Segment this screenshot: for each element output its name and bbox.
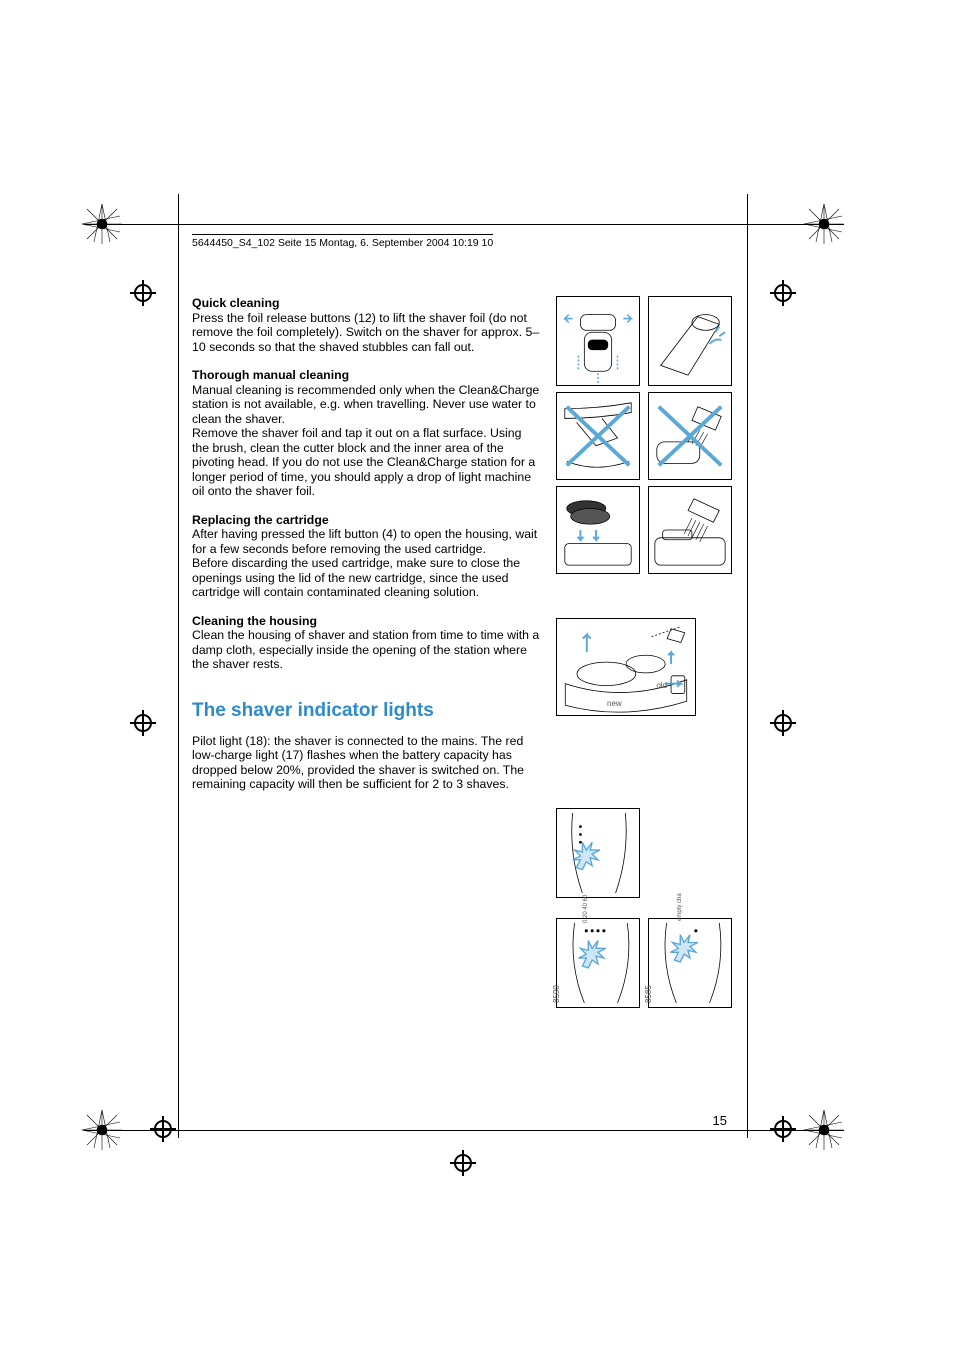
section-title-indicator-lights: The shaver indicator lights [192, 700, 540, 722]
label-old: old [656, 681, 667, 690]
registration-cross-icon [770, 1116, 796, 1142]
label-model-8585: 8585 [644, 985, 653, 1003]
para: Pilot light (18): the shaver is connecte… [192, 734, 540, 792]
registration-cross-icon [130, 280, 156, 306]
para: After having pressed the lift button (4)… [192, 527, 540, 556]
registration-cross-icon [130, 710, 156, 736]
registration-cross-icon [770, 710, 796, 736]
registration-cross-icon [150, 1116, 176, 1142]
illustration-model-8585: 8585 empty cha [648, 918, 732, 1008]
label-scale: 0 20 40 60 [583, 863, 589, 923]
registration-cross-icon [450, 1150, 476, 1176]
illustration-replace-cartridge: old new [556, 618, 696, 716]
illustration-lift-foil [556, 296, 640, 386]
manual-page: 5644450_S4_102 Seite 15 Montag, 6. Septe… [0, 0, 954, 1351]
para: Remove the shaver foil and tap it out on… [192, 426, 540, 499]
para: Press the foil release buttons (12) to l… [192, 311, 540, 355]
illustration-no-brush-foil [648, 392, 732, 480]
crop-line [84, 1130, 844, 1131]
para: Clean the housing of shaver and station … [192, 628, 540, 672]
registration-star-icon [80, 1108, 124, 1152]
registration-cross-icon [770, 280, 796, 306]
registration-star-icon [802, 1108, 846, 1152]
crop-line [84, 224, 844, 225]
page-number: 15 [713, 1113, 727, 1128]
heading-quick-cleaning: Quick cleaning [192, 296, 540, 311]
illustration-model-8590: 8590 0 20 40 60 [556, 918, 640, 1008]
illustration-pilot-light [556, 808, 640, 898]
para: Manual cleaning is recommended only when… [192, 383, 540, 427]
page-header: 5644450_S4_102 Seite 15 Montag, 6. Septe… [192, 234, 493, 249]
heading-thorough-cleaning: Thorough manual cleaning [192, 368, 540, 383]
heading-cleaning-housing: Cleaning the housing [192, 614, 540, 629]
illustration-brush-cutter [648, 486, 732, 574]
registration-star-icon [80, 202, 124, 246]
para: Before discarding the used cartridge, ma… [192, 556, 540, 600]
heading-replacing-cartridge: Replacing the cartridge [192, 513, 540, 528]
crop-line [178, 194, 179, 1138]
label-new: new [607, 699, 622, 708]
illustration-shaver-angle [648, 296, 732, 386]
registration-star-icon [802, 202, 846, 246]
label-empty-charge: empty cha [677, 851, 683, 921]
label-model-8590: 8590 [552, 985, 561, 1003]
illustration-tap-out-foil [556, 486, 640, 574]
text-column: Quick cleaning Press the foil release bu… [192, 296, 540, 792]
illustration-no-water [556, 392, 640, 480]
crop-line [747, 194, 748, 1138]
